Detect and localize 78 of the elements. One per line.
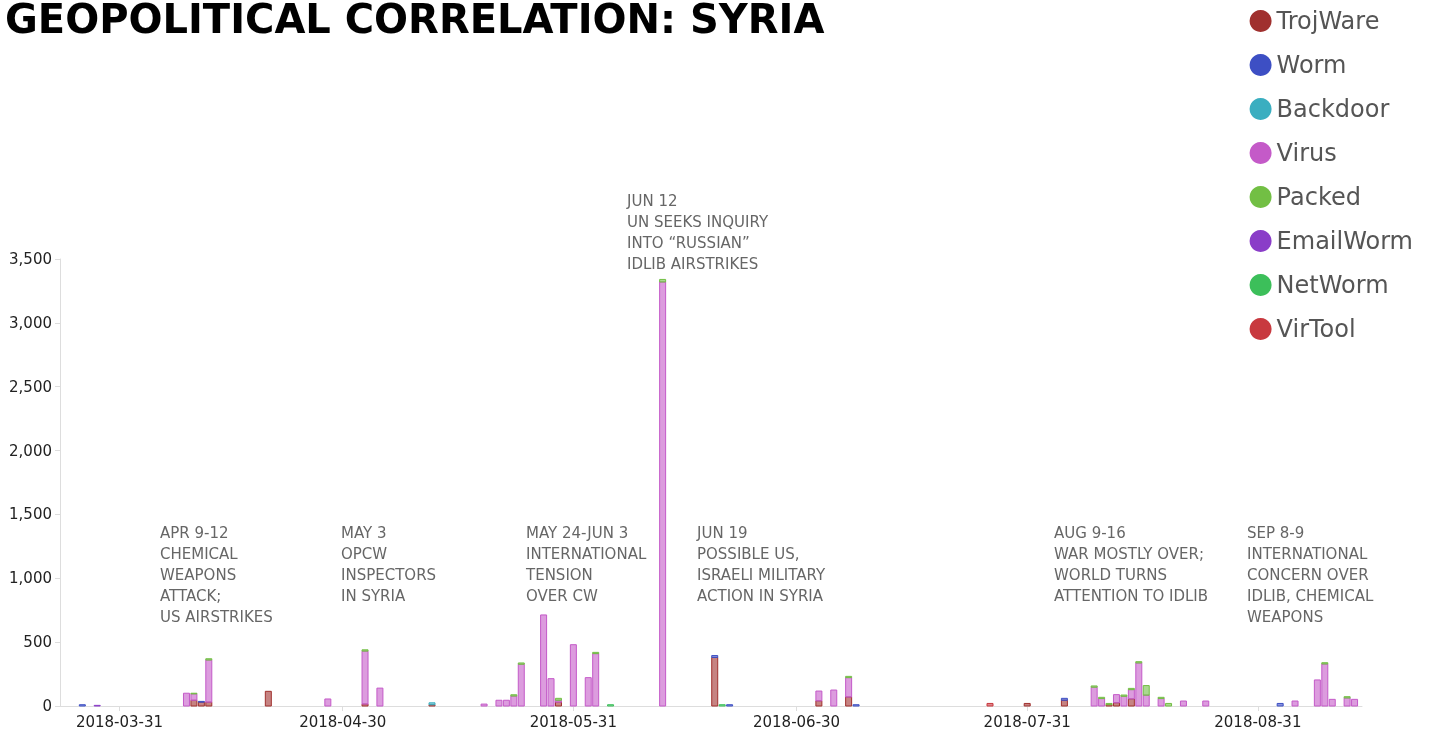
y-tick-label: 2,500 — [9, 377, 52, 396]
bar — [1313, 679, 1321, 707]
bar — [1276, 702, 1284, 707]
annotation: MAY 24-JUN 3 INTERNATIONAL TENSION OVER CW — [525, 523, 647, 605]
bar — [1157, 698, 1165, 707]
bar — [1098, 698, 1106, 707]
bar — [845, 696, 853, 707]
bar — [361, 650, 369, 705]
bar — [569, 644, 577, 707]
bar — [376, 687, 384, 707]
bar — [986, 702, 994, 707]
bar — [1321, 663, 1329, 707]
bar — [592, 653, 600, 707]
bar — [264, 690, 272, 707]
bar — [815, 690, 823, 702]
bar — [711, 656, 719, 707]
bar — [547, 678, 555, 707]
bar — [1179, 700, 1187, 707]
legend-label: Worm — [1276, 51, 1347, 79]
annotation: SEP 8-9 INTERNATIONAL CONCERN OVER IDLIB, CHEMICAL WEAPONS — [1247, 523, 1374, 626]
x-tick-label: 2018-06-30 — [752, 712, 841, 731]
bar — [1142, 685, 1150, 696]
bar — [845, 677, 853, 698]
bar — [1165, 702, 1173, 707]
legend-label: Packed — [1276, 183, 1361, 211]
legend-label: NetWorm — [1276, 271, 1389, 299]
bar — [517, 663, 525, 707]
bar — [815, 700, 823, 707]
legend-label: EmailWorm — [1276, 227, 1413, 255]
y-tick-label: 1,000 — [9, 569, 52, 588]
bar — [1135, 662, 1143, 707]
legend-label: VirTool — [1276, 315, 1356, 343]
y-tick-label: 3,500 — [9, 250, 52, 268]
x-tick-label: 2018-04-30 — [299, 712, 387, 731]
bar — [324, 698, 332, 707]
bar — [182, 692, 190, 707]
bar — [830, 689, 838, 707]
bar — [502, 699, 510, 707]
bar — [1328, 698, 1336, 707]
annotation: MAY 3 OPCW INSPECTORS IN SYRIA — [341, 523, 437, 605]
x-tick-label: 2018-08-31 — [1214, 712, 1302, 731]
bar — [1112, 694, 1120, 704]
bar — [1142, 694, 1150, 707]
annotation: JUN 12 UN SEEKS INQUIRY INTO “RUSSIAN” IDLIB AIRSTRIKES — [626, 191, 769, 273]
y-tick-label: 3,000 — [9, 313, 52, 332]
bar — [1060, 699, 1068, 707]
bar — [205, 659, 213, 703]
annotation: APR 9-12 CHEMICAL WEAPONS ATTACK; US AIRSTRIKES — [160, 523, 273, 626]
bar — [190, 699, 198, 707]
bar — [190, 693, 198, 701]
legend-label: Virus — [1276, 139, 1337, 167]
bar — [659, 281, 667, 707]
bar — [1351, 698, 1359, 707]
bar — [1112, 702, 1120, 707]
bar — [510, 695, 518, 707]
y-tick-label: 500 — [23, 633, 52, 652]
bar — [1202, 700, 1210, 707]
y-tick-label: 2,000 — [9, 441, 52, 460]
bar — [1127, 689, 1135, 700]
bar — [1090, 686, 1098, 707]
bar — [1120, 695, 1128, 707]
chart-title: GEOPOLITICAL CORRELATION: SYRIA — [5, 0, 825, 42]
y-tick-label: 0 — [42, 697, 52, 715]
bar — [659, 278, 667, 283]
bar — [584, 677, 592, 707]
bar — [495, 699, 503, 707]
annotation: AUG 9-16 WAR MOSTLY OVER; WORLD TURNS ATTENTION TO IDLIB — [1054, 523, 1209, 605]
bar — [1023, 702, 1031, 707]
y-tick-label: 1,500 — [9, 505, 52, 524]
bar — [540, 614, 548, 707]
x-tick-label: 2018-03-31 — [75, 712, 164, 731]
x-tick-label: 2018-07-31 — [983, 712, 1071, 731]
legend-label: Backdoor — [1276, 95, 1390, 123]
x-tick-label: 2018-05-31 — [529, 712, 617, 731]
bar — [1343, 697, 1351, 707]
annotation: JUN 19 POSSIBLE US, ISRAELI MILITARY ACTION IN SYRIA — [696, 523, 826, 605]
bar — [1291, 700, 1299, 707]
legend-label: TrojWare — [1275, 7, 1380, 35]
